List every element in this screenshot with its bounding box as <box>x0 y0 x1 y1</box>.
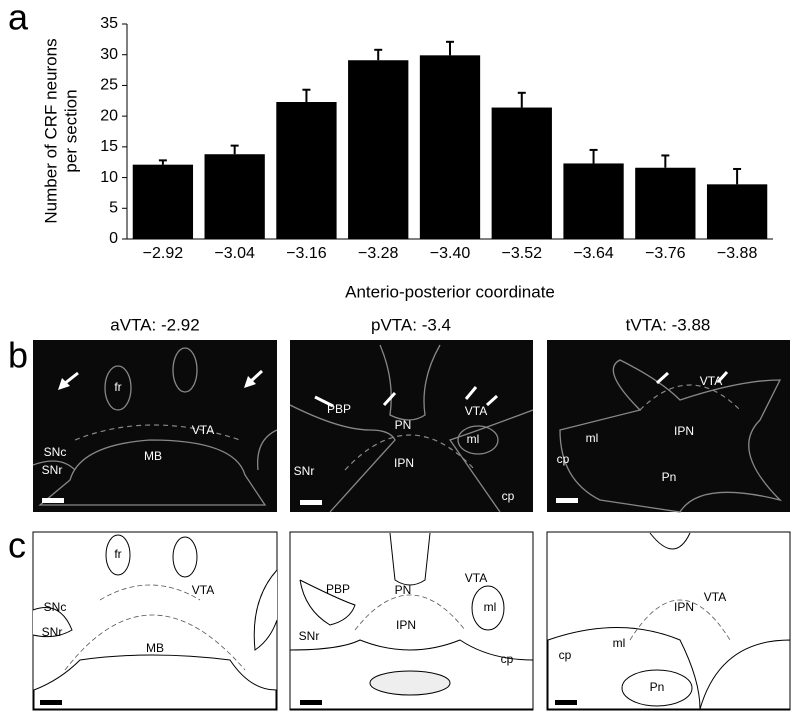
bar <box>132 164 194 239</box>
y-tick-label: 15 <box>100 138 118 155</box>
micrograph <box>32 340 278 512</box>
region-label: VTA <box>465 571 487 585</box>
x-tick-label: −3.88 <box>717 245 758 262</box>
y-tick-label: 5 <box>109 200 118 217</box>
region-label: PBP <box>327 402 351 416</box>
y-axis-label: per section <box>61 89 80 172</box>
x-tick-label: −3.64 <box>573 245 614 262</box>
atlas-drawing <box>546 531 791 711</box>
region-label: VTA <box>192 583 214 597</box>
x-tick-label: −3.04 <box>214 245 255 262</box>
region-label: SNr <box>42 463 63 477</box>
region-label: cp <box>557 452 570 466</box>
panel-title: aVTA: -2.92 <box>110 315 199 334</box>
y-axis-label: Number of CRF neurons <box>41 38 60 223</box>
panel-label: b <box>8 335 28 376</box>
region-label: IPN <box>394 456 414 470</box>
region-label: Pn <box>662 470 677 484</box>
region-label: SNr <box>299 629 320 643</box>
x-tick-label: −3.28 <box>358 245 399 262</box>
region-label: PN <box>395 418 412 432</box>
y-tick-label: 25 <box>100 77 118 94</box>
region-label: MB <box>146 641 164 655</box>
x-tick-label: −3.52 <box>502 245 543 262</box>
x-axis-label: Anterio-posterior coordinate <box>345 282 555 301</box>
panel-label: a <box>8 0 29 38</box>
x-tick-label: −3.76 <box>645 245 686 262</box>
bar <box>563 163 624 239</box>
region-label: cp <box>559 648 572 662</box>
region-label: PN <box>395 583 412 597</box>
x-tick-label: −3.16 <box>286 245 327 262</box>
atlas-drawing <box>289 531 534 711</box>
region-label: IPN <box>396 618 416 632</box>
y-tick-label: 0 <box>109 230 118 247</box>
region-label: cp <box>502 489 515 503</box>
region-label: SNc <box>44 600 67 614</box>
region-label: IPN <box>674 424 694 438</box>
arrows <box>58 369 729 408</box>
bar <box>348 60 409 239</box>
region-label: VTA <box>192 423 214 437</box>
micrograph <box>547 340 790 513</box>
region-label: SNr <box>294 464 315 478</box>
panel-title: tVTA: -3.88 <box>626 315 711 334</box>
region-label: VTA <box>700 374 722 388</box>
y-tick-label: 35 <box>100 15 118 32</box>
x-tick-label: −2.92 <box>143 245 184 262</box>
region-label: ml <box>613 636 626 650</box>
region-label: ml <box>484 600 497 614</box>
panel-title: pVTA: -3.4 <box>371 315 451 334</box>
region-label: ml <box>586 431 599 445</box>
panel-label: c <box>8 525 26 566</box>
region-label: cp <box>501 652 514 666</box>
bar <box>706 184 768 239</box>
region-label: MB <box>144 449 162 463</box>
region-label: fr <box>114 547 121 561</box>
bar <box>276 102 337 239</box>
y-tick-label: 20 <box>100 107 118 124</box>
region-label: fr <box>114 380 121 394</box>
region-label: SNc <box>44 445 67 459</box>
region-label: PBP <box>326 582 350 596</box>
bar <box>204 154 265 239</box>
region-label: Pn <box>650 680 665 694</box>
region-label: SNr <box>42 625 63 639</box>
x-tick-label: −3.40 <box>430 245 471 262</box>
atlas-drawing <box>32 531 278 711</box>
region-label: VTA <box>704 590 726 604</box>
bar <box>491 107 552 240</box>
y-tick-label: 10 <box>100 169 118 186</box>
bar <box>635 167 696 239</box>
region-label: VTA <box>465 404 487 418</box>
y-tick-label: 30 <box>100 46 118 63</box>
bar <box>419 55 481 240</box>
region-label: IPN <box>674 600 694 614</box>
micrograph <box>289 340 534 513</box>
region-label: ml <box>467 432 480 446</box>
